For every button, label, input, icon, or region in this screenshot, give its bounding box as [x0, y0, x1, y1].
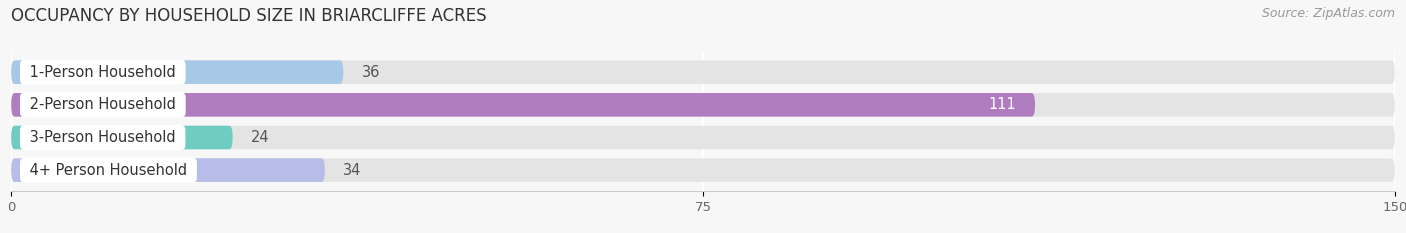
FancyBboxPatch shape — [11, 60, 1395, 84]
Text: 24: 24 — [252, 130, 270, 145]
Text: 36: 36 — [361, 65, 380, 80]
FancyBboxPatch shape — [11, 158, 325, 182]
Text: 111: 111 — [988, 97, 1017, 112]
Text: OCCUPANCY BY HOUSEHOLD SIZE IN BRIARCLIFFE ACRES: OCCUPANCY BY HOUSEHOLD SIZE IN BRIARCLIF… — [11, 7, 486, 25]
Text: 4+ Person Household: 4+ Person Household — [25, 163, 191, 178]
Text: 3-Person Household: 3-Person Household — [25, 130, 180, 145]
FancyBboxPatch shape — [11, 158, 1395, 182]
Text: Source: ZipAtlas.com: Source: ZipAtlas.com — [1261, 7, 1395, 20]
FancyBboxPatch shape — [11, 60, 343, 84]
Text: 34: 34 — [343, 163, 361, 178]
FancyBboxPatch shape — [11, 126, 1395, 149]
FancyBboxPatch shape — [11, 93, 1035, 116]
Text: 1-Person Household: 1-Person Household — [25, 65, 180, 80]
Text: 2-Person Household: 2-Person Household — [25, 97, 180, 112]
FancyBboxPatch shape — [11, 126, 232, 149]
FancyBboxPatch shape — [11, 93, 1395, 116]
